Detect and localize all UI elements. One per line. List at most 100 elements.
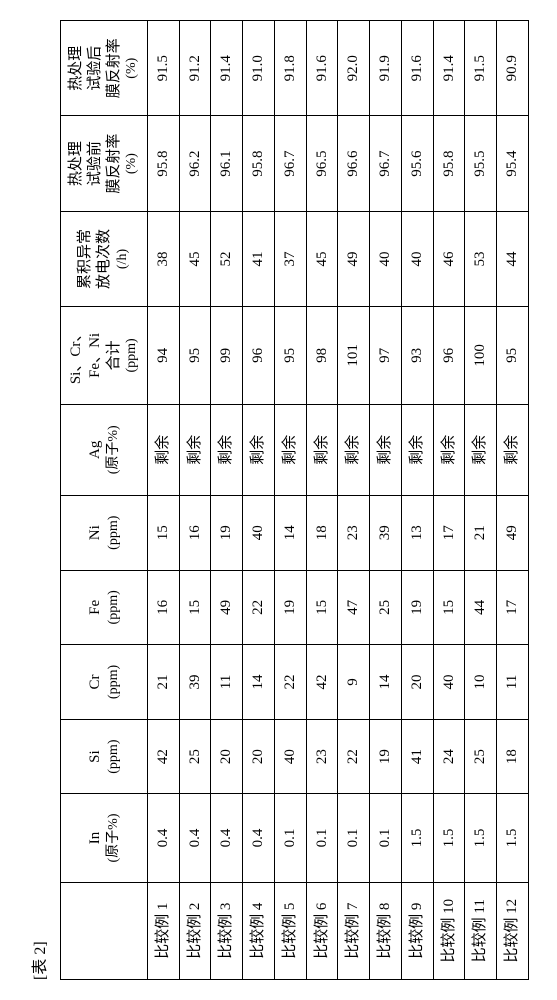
cell-ag: 剩余	[465, 404, 497, 495]
cell-pre: 95.6	[401, 116, 433, 211]
cell-sum: 93	[401, 307, 433, 404]
table-row: 比较例 30.420114919剩余995296.191.4	[211, 21, 243, 980]
cell-ag: 剩余	[179, 404, 211, 495]
cell-disc: 53	[465, 211, 497, 306]
cell-cr: 10	[465, 645, 497, 720]
cell-fe: 19	[274, 570, 306, 645]
cell-ni: 16	[179, 495, 211, 570]
cell-post: 91.9	[370, 21, 402, 116]
header-pre: 热处理 试验前 膜反射率(%)	[61, 116, 148, 211]
cell-cr: 14	[370, 645, 402, 720]
cell-ag: 剩余	[497, 404, 529, 495]
cell-si: 20	[211, 719, 243, 794]
cell-ag: 剩余	[370, 404, 402, 495]
cell-ni: 19	[211, 495, 243, 570]
cell-post: 91.2	[179, 21, 211, 116]
cell-ag: 剩余	[274, 404, 306, 495]
cell-si: 23	[306, 719, 338, 794]
cell-ni: 14	[274, 495, 306, 570]
cell-pre: 95.8	[433, 116, 465, 211]
cell-si: 22	[338, 719, 370, 794]
cell-ni: 18	[306, 495, 338, 570]
table-row: 比较例 80.119142539剩余974096.791.9	[370, 21, 402, 980]
cell-disc: 44	[497, 211, 529, 306]
table-row: 比较例 101.524401517剩余964695.891.4	[433, 21, 465, 980]
cell-in: 0.1	[306, 794, 338, 882]
header-in: In(原子%)	[61, 794, 148, 882]
cell-pre: 96.7	[274, 116, 306, 211]
cell-in: 1.5	[497, 794, 529, 882]
cell-disc: 41	[243, 211, 275, 306]
cell-label: 比较例 12	[497, 882, 529, 979]
cell-cr: 40	[433, 645, 465, 720]
cell-ag: 剩余	[338, 404, 370, 495]
cell-post: 91.6	[306, 21, 338, 116]
header-cr: Cr(ppm)	[61, 645, 148, 720]
cell-ni: 17	[433, 495, 465, 570]
cell-pre: 96.2	[179, 116, 211, 211]
cell-post: 91.4	[211, 21, 243, 116]
table-row: 比较例 20.425391516剩余954596.291.2	[179, 21, 211, 980]
cell-sum: 94	[147, 307, 179, 404]
cell-disc: 37	[274, 211, 306, 306]
header-ni: Ni(ppm)	[61, 495, 148, 570]
cell-in: 1.5	[401, 794, 433, 882]
cell-label: 比较例 11	[465, 882, 497, 979]
cell-fe: 22	[243, 570, 275, 645]
cell-pre: 96.7	[370, 116, 402, 211]
cell-si: 40	[274, 719, 306, 794]
cell-pre: 96.6	[338, 116, 370, 211]
cell-in: 1.5	[433, 794, 465, 882]
cell-post: 91.4	[433, 21, 465, 116]
cell-fe: 19	[401, 570, 433, 645]
cell-si: 25	[465, 719, 497, 794]
cell-label: 比较例 5	[274, 882, 306, 979]
cell-ag: 剩余	[211, 404, 243, 495]
cell-label: 比较例 4	[243, 882, 275, 979]
cell-disc: 46	[433, 211, 465, 306]
cell-ni: 15	[147, 495, 179, 570]
table-row: 比较例 91.541201913剩余934095.691.6	[401, 21, 433, 980]
cell-post: 92.0	[338, 21, 370, 116]
cell-sum: 95	[274, 307, 306, 404]
cell-sum: 95	[497, 307, 529, 404]
table-row: 比较例 60.123421518剩余984596.591.6	[306, 21, 338, 980]
cell-fe: 49	[211, 570, 243, 645]
cell-label: 比较例 1	[147, 882, 179, 979]
cell-disc: 38	[147, 211, 179, 306]
cell-post: 91.8	[274, 21, 306, 116]
cell-cr: 42	[306, 645, 338, 720]
cell-cr: 14	[243, 645, 275, 720]
header-ag: Ag(原子%)	[61, 404, 148, 495]
cell-in: 0.1	[370, 794, 402, 882]
cell-label: 比较例 3	[211, 882, 243, 979]
cell-fe: 44	[465, 570, 497, 645]
table-row: 比较例 121.518111749剩余954495.490.9	[497, 21, 529, 980]
cell-sum: 97	[370, 307, 402, 404]
cell-pre: 96.5	[306, 116, 338, 211]
cell-fe: 15	[433, 570, 465, 645]
cell-cr: 9	[338, 645, 370, 720]
cell-fe: 47	[338, 570, 370, 645]
cell-ag: 剩余	[306, 404, 338, 495]
cell-pre: 95.8	[147, 116, 179, 211]
cell-si: 18	[497, 719, 529, 794]
cell-cr: 22	[274, 645, 306, 720]
cell-ni: 13	[401, 495, 433, 570]
table-caption: [表 2]	[26, 20, 50, 980]
cell-in: 0.4	[179, 794, 211, 882]
header-label	[61, 882, 148, 979]
cell-post: 90.9	[497, 21, 529, 116]
table-row: 比较例 111.525104421剩余1005395.591.5	[465, 21, 497, 980]
cell-disc: 45	[179, 211, 211, 306]
cell-in: 0.4	[243, 794, 275, 882]
cell-fe: 15	[179, 570, 211, 645]
cell-ni: 49	[497, 495, 529, 570]
cell-cr: 11	[211, 645, 243, 720]
cell-cr: 21	[147, 645, 179, 720]
cell-si: 25	[179, 719, 211, 794]
header-si: Si(ppm)	[61, 719, 148, 794]
cell-cr: 20	[401, 645, 433, 720]
cell-in: 0.4	[211, 794, 243, 882]
table-row: 比较例 50.140221914剩余953796.791.8	[274, 21, 306, 980]
